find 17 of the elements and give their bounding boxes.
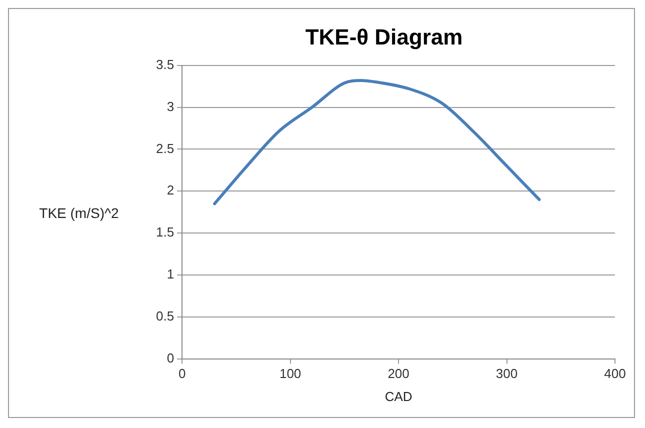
x-tick-label: 200 (388, 366, 410, 382)
line-series (213, 78, 541, 206)
x-tick-label: 300 (496, 366, 518, 382)
x-tick-label: 100 (279, 366, 302, 382)
y-tick-label: 3.5 (156, 56, 174, 72)
x-axis-title: CAD (384, 388, 412, 404)
x-tick-label: 400 (604, 366, 626, 382)
y-tick-label: 1.5 (156, 224, 174, 240)
y-tick-label: 2.5 (156, 140, 174, 156)
y-axis-title: TKE (m/S)^2 (38, 205, 120, 221)
chart-title: TKE-θ Diagram (305, 24, 463, 50)
y-tick-label: 3 (166, 98, 174, 114)
y-tick-label: 0.5 (156, 308, 174, 324)
y-tick-label: 1 (166, 266, 174, 282)
y-tick-label: 0 (166, 350, 174, 366)
x-tick-label: 0 (178, 366, 186, 382)
y-tick-label: 2 (166, 182, 174, 198)
